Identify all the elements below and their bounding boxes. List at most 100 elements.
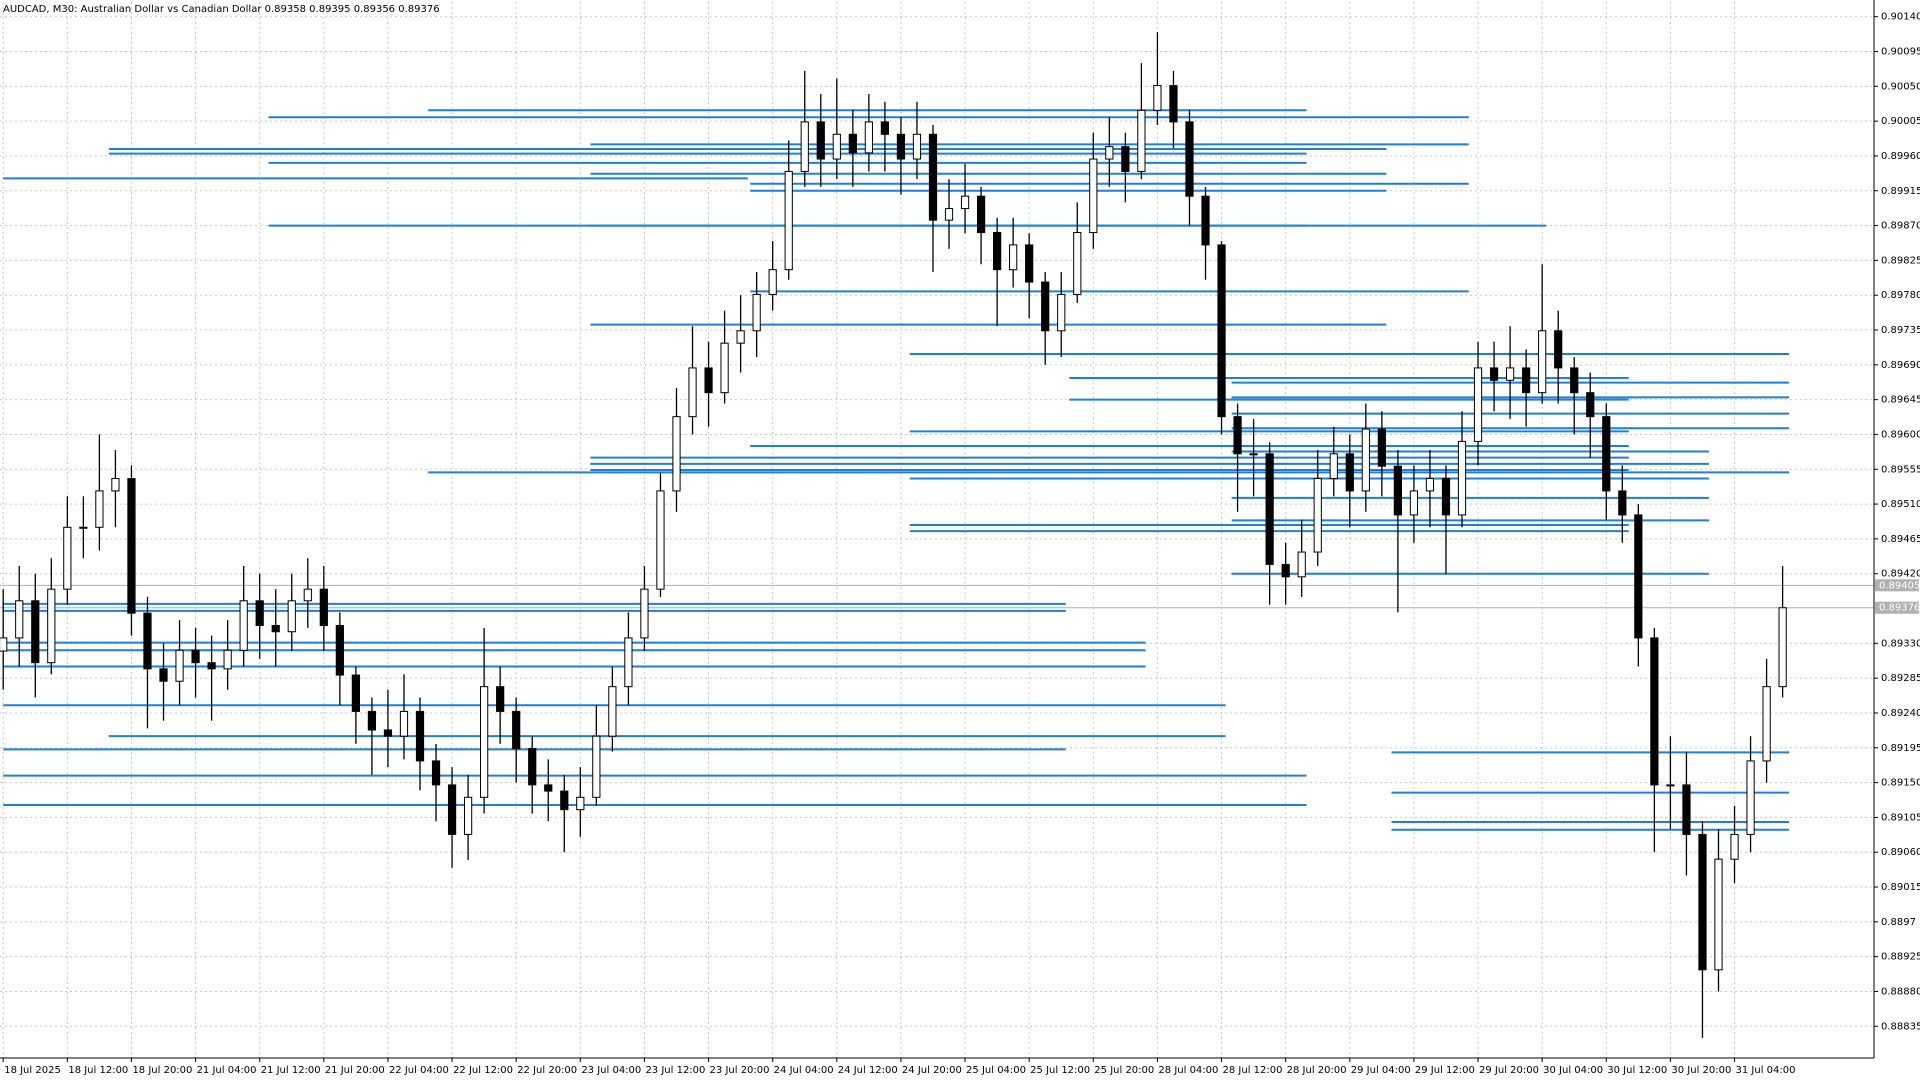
- candle-body: [335, 625, 344, 676]
- candle-body: [512, 710, 521, 750]
- candle-body: [1393, 465, 1402, 516]
- x-tick-label: 23 Jul 20:00: [710, 1065, 770, 1076]
- candle-body: [1153, 85, 1162, 111]
- y-tick-label: 0.89510: [1881, 499, 1920, 510]
- candle-body: [592, 735, 601, 798]
- candle-body: [1057, 293, 1066, 332]
- candle-body: [1233, 416, 1242, 455]
- candle-body: [1634, 514, 1643, 639]
- candle-body: [1137, 109, 1146, 172]
- candle-body: [159, 668, 168, 682]
- candle-body: [1345, 453, 1354, 492]
- candle-body: [1313, 478, 1322, 553]
- x-tick-label: 28 Jul 04:00: [1158, 1065, 1218, 1076]
- candle-body: [1265, 453, 1274, 565]
- candle-body: [1538, 330, 1547, 394]
- price-label-box: [1875, 601, 1919, 614]
- x-tick-label: 21 Jul 20:00: [325, 1065, 385, 1076]
- x-tick-label: 21 Jul 04:00: [197, 1065, 257, 1076]
- candle-body: [1441, 478, 1451, 516]
- candle-body: [1041, 281, 1050, 332]
- y-tick-label: 0.89690: [1881, 360, 1920, 371]
- candle-body: [367, 710, 377, 731]
- candle-body: [31, 600, 40, 664]
- levels: [0, 109, 1874, 831]
- candle-body: [1297, 551, 1306, 578]
- candle-body: [1409, 490, 1419, 516]
- y-tick-label: 0.89240: [1881, 708, 1920, 719]
- candle-body: [784, 170, 793, 271]
- x-tick-label: 25 Jul 04:00: [966, 1065, 1026, 1076]
- candle-body: [1505, 367, 1515, 381]
- candle-body: [351, 674, 360, 712]
- candle-body: [1666, 784, 1675, 787]
- candle-body: [383, 729, 393, 737]
- candle-body: [1522, 367, 1531, 394]
- x-tick-label: 25 Jul 12:00: [1030, 1065, 1090, 1076]
- candle-body: [1762, 686, 1771, 762]
- y-tick-label: 0.90140: [1881, 12, 1920, 23]
- candle-body: [0, 637, 8, 652]
- candle-body: [576, 796, 585, 811]
- candle-body: [111, 478, 120, 492]
- price-label: 0.89405: [1879, 580, 1920, 591]
- candle-body: [95, 490, 104, 528]
- y-tick-label: 0.89555: [1881, 464, 1920, 475]
- candle-body: [1201, 195, 1210, 246]
- candle-body: [896, 133, 906, 160]
- candle-body: [496, 686, 505, 712]
- candle-body: [560, 790, 569, 811]
- candle-body: [704, 367, 713, 394]
- candle-body: [544, 784, 553, 792]
- candle-body: [848, 133, 857, 154]
- candle-body: [656, 490, 665, 590]
- x-tick-label: 30 Jul 12:00: [1607, 1065, 1667, 1076]
- candle-body: [608, 686, 617, 737]
- x-tick-label: 29 Jul 04:00: [1351, 1065, 1411, 1076]
- candle-body: [688, 367, 697, 418]
- x-tick-label: 18 Jul 20:00: [132, 1065, 192, 1076]
- candle-body: [127, 478, 136, 614]
- candle-body: [431, 760, 441, 786]
- price-label-box: [1875, 579, 1919, 592]
- x-tick-label: 18 Jul 12:00: [68, 1065, 128, 1076]
- candle-body: [1329, 453, 1338, 480]
- candle-body: [624, 637, 633, 688]
- candle-body: [768, 269, 777, 295]
- y-tick-label: 0.89465: [1881, 534, 1920, 545]
- y-tick-label: 0.89015: [1881, 882, 1920, 893]
- candle-body: [1025, 244, 1034, 283]
- x-tick-label: 24 Jul 04:00: [774, 1065, 834, 1076]
- candle-body: [528, 748, 537, 786]
- x-tick-label: 29 Jul 20:00: [1479, 1065, 1539, 1076]
- x-tick-label: 30 Jul 04:00: [1543, 1065, 1603, 1076]
- candle-body: [207, 662, 216, 670]
- candle-body: [1554, 330, 1563, 369]
- candle-body: [1249, 453, 1258, 456]
- x-tick-label: 21 Jul 12:00: [261, 1065, 321, 1076]
- x-tick-label: 25 Jul 20:00: [1094, 1065, 1154, 1076]
- candle-body: [79, 526, 88, 529]
- x-tick-label: 24 Jul 12:00: [838, 1065, 898, 1076]
- candle-body: [1089, 158, 1098, 234]
- candle-body: [239, 600, 248, 651]
- x-tick-label: 18 Jul 2025: [4, 1065, 61, 1076]
- candle-body: [1682, 784, 1691, 835]
- candle-body: [976, 195, 986, 234]
- candle-body: [1457, 440, 1467, 516]
- candle-body: [415, 710, 425, 762]
- y-tick-label: 0.89150: [1881, 778, 1920, 789]
- candle-body: [1586, 392, 1595, 418]
- candle-body: [1730, 833, 1739, 860]
- x-tick-label: 22 Jul 04:00: [389, 1065, 449, 1076]
- x-tick-label: 24 Jul 20:00: [902, 1065, 962, 1076]
- candle-body: [944, 208, 954, 221]
- candles: [0, 32, 1787, 1038]
- candle-body: [928, 133, 938, 221]
- candle-body: [1714, 858, 1723, 971]
- candle-body: [672, 416, 681, 492]
- x-tick-label: 22 Jul 12:00: [453, 1065, 513, 1076]
- candle-body: [1489, 367, 1499, 381]
